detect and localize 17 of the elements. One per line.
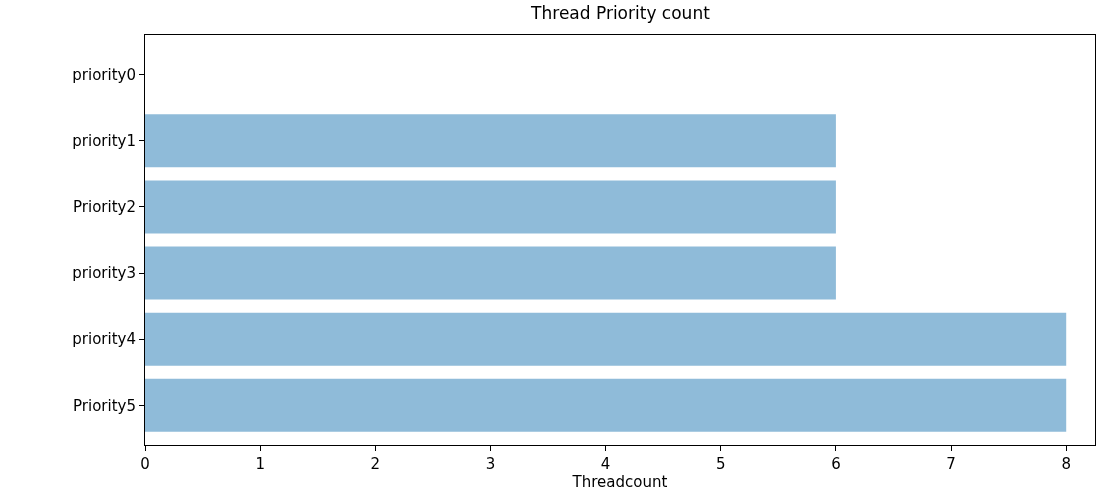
y-tick-label: priority3 (72, 264, 136, 283)
x-tick-label: 7 (946, 455, 956, 473)
x-tick-label: 2 (370, 455, 381, 473)
y-tick-label: priority0 (72, 65, 136, 84)
y-tick-label: Priority5 (73, 396, 136, 415)
x-tick-label: 3 (485, 455, 496, 473)
x-tick-label: 6 (831, 455, 841, 473)
x-tick-label: 0 (140, 455, 150, 473)
chart-title: Thread Priority count (530, 3, 711, 24)
x-tick-label: 5 (715, 455, 726, 473)
x-tick-label: 1 (255, 455, 265, 473)
x-tick-label: 4 (600, 455, 611, 473)
x-axis-title: Threadcount (571, 473, 668, 491)
x-tick-label: 8 (1061, 455, 1071, 473)
y-tick-label: priority4 (72, 330, 136, 349)
y-tick-label: Priority2 (73, 198, 136, 217)
y-tick-label: priority1 (72, 132, 136, 151)
